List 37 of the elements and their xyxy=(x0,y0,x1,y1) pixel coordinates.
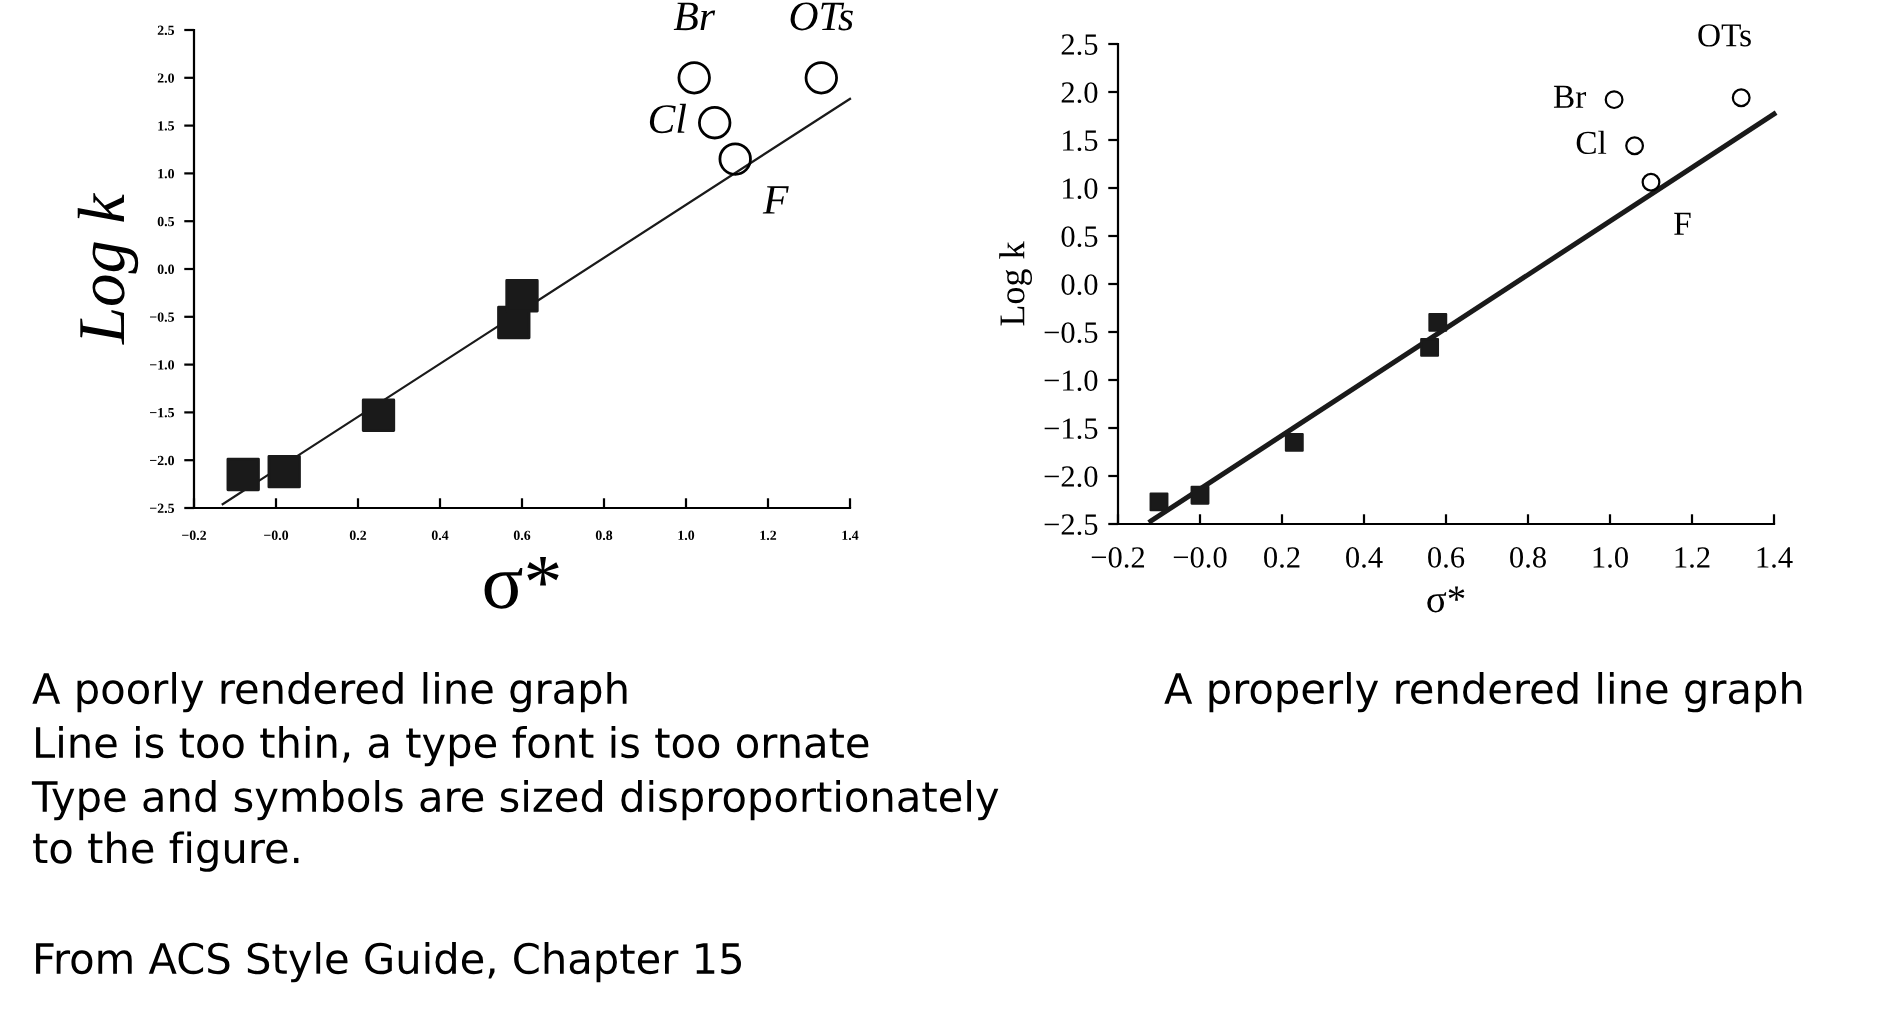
x-tick-label: 0.8 xyxy=(1510,547,1546,568)
y-tick-label: 1.0 xyxy=(1063,178,1098,200)
annotation: F xyxy=(762,186,789,214)
text: Type and symbols are sized disproportionately to the figure. xyxy=(31,780,999,872)
x-tick-label: 0.6 xyxy=(1428,547,1465,568)
y-tick-label: −1.5 xyxy=(1044,418,1098,440)
x-tick-label: 1.2 xyxy=(1675,547,1710,568)
annotation: Cl xyxy=(1576,130,1607,155)
annotation: Br xyxy=(1553,85,1587,108)
annotation: Br xyxy=(673,2,716,31)
y-axis-title: Log k xyxy=(999,241,1033,326)
annotation: Cl xyxy=(649,103,687,134)
annotation: OTs xyxy=(1698,24,1751,47)
y-tick-label: 2.0 xyxy=(1061,82,1098,104)
x-tick-label: 0.4 xyxy=(1346,547,1383,568)
x-tick-label: 1.0 xyxy=(1593,547,1628,568)
x-axis-title: σ* xyxy=(484,556,559,609)
text: From ACS Style Guide, Chapter 15 xyxy=(36,942,741,983)
x-axis-title: σ* xyxy=(1427,586,1465,613)
text: A poorly rendered line graph xyxy=(32,672,627,713)
annotation: OTs xyxy=(790,2,853,31)
text: Line is too thin, a type font is too ornate xyxy=(36,726,869,767)
y-tick-label: 2.5 xyxy=(1061,34,1098,56)
y-tick-label: −1.0 xyxy=(1044,370,1098,392)
text: A properly rendered line graph xyxy=(1164,672,1802,713)
y-tick-label: −2.0 xyxy=(1044,466,1098,488)
annotation: F xyxy=(1674,212,1691,235)
x-tick-label: −0.2 xyxy=(1091,547,1145,568)
y-tick-label: 0.5 xyxy=(1061,226,1098,248)
x-tick-label: −0.0 xyxy=(1173,547,1227,568)
y-tick-label: 1.5 xyxy=(1063,130,1098,152)
y-tick-label: −2.5 xyxy=(1044,514,1098,536)
x-tick-label: 0.2 xyxy=(1264,547,1300,568)
y-axis-title: Log k xyxy=(77,193,139,345)
x-tick-label: 1.4 xyxy=(1757,547,1793,568)
y-tick-label: 0.0 xyxy=(1061,274,1098,296)
y-tick-label: −0.5 xyxy=(1044,322,1098,344)
